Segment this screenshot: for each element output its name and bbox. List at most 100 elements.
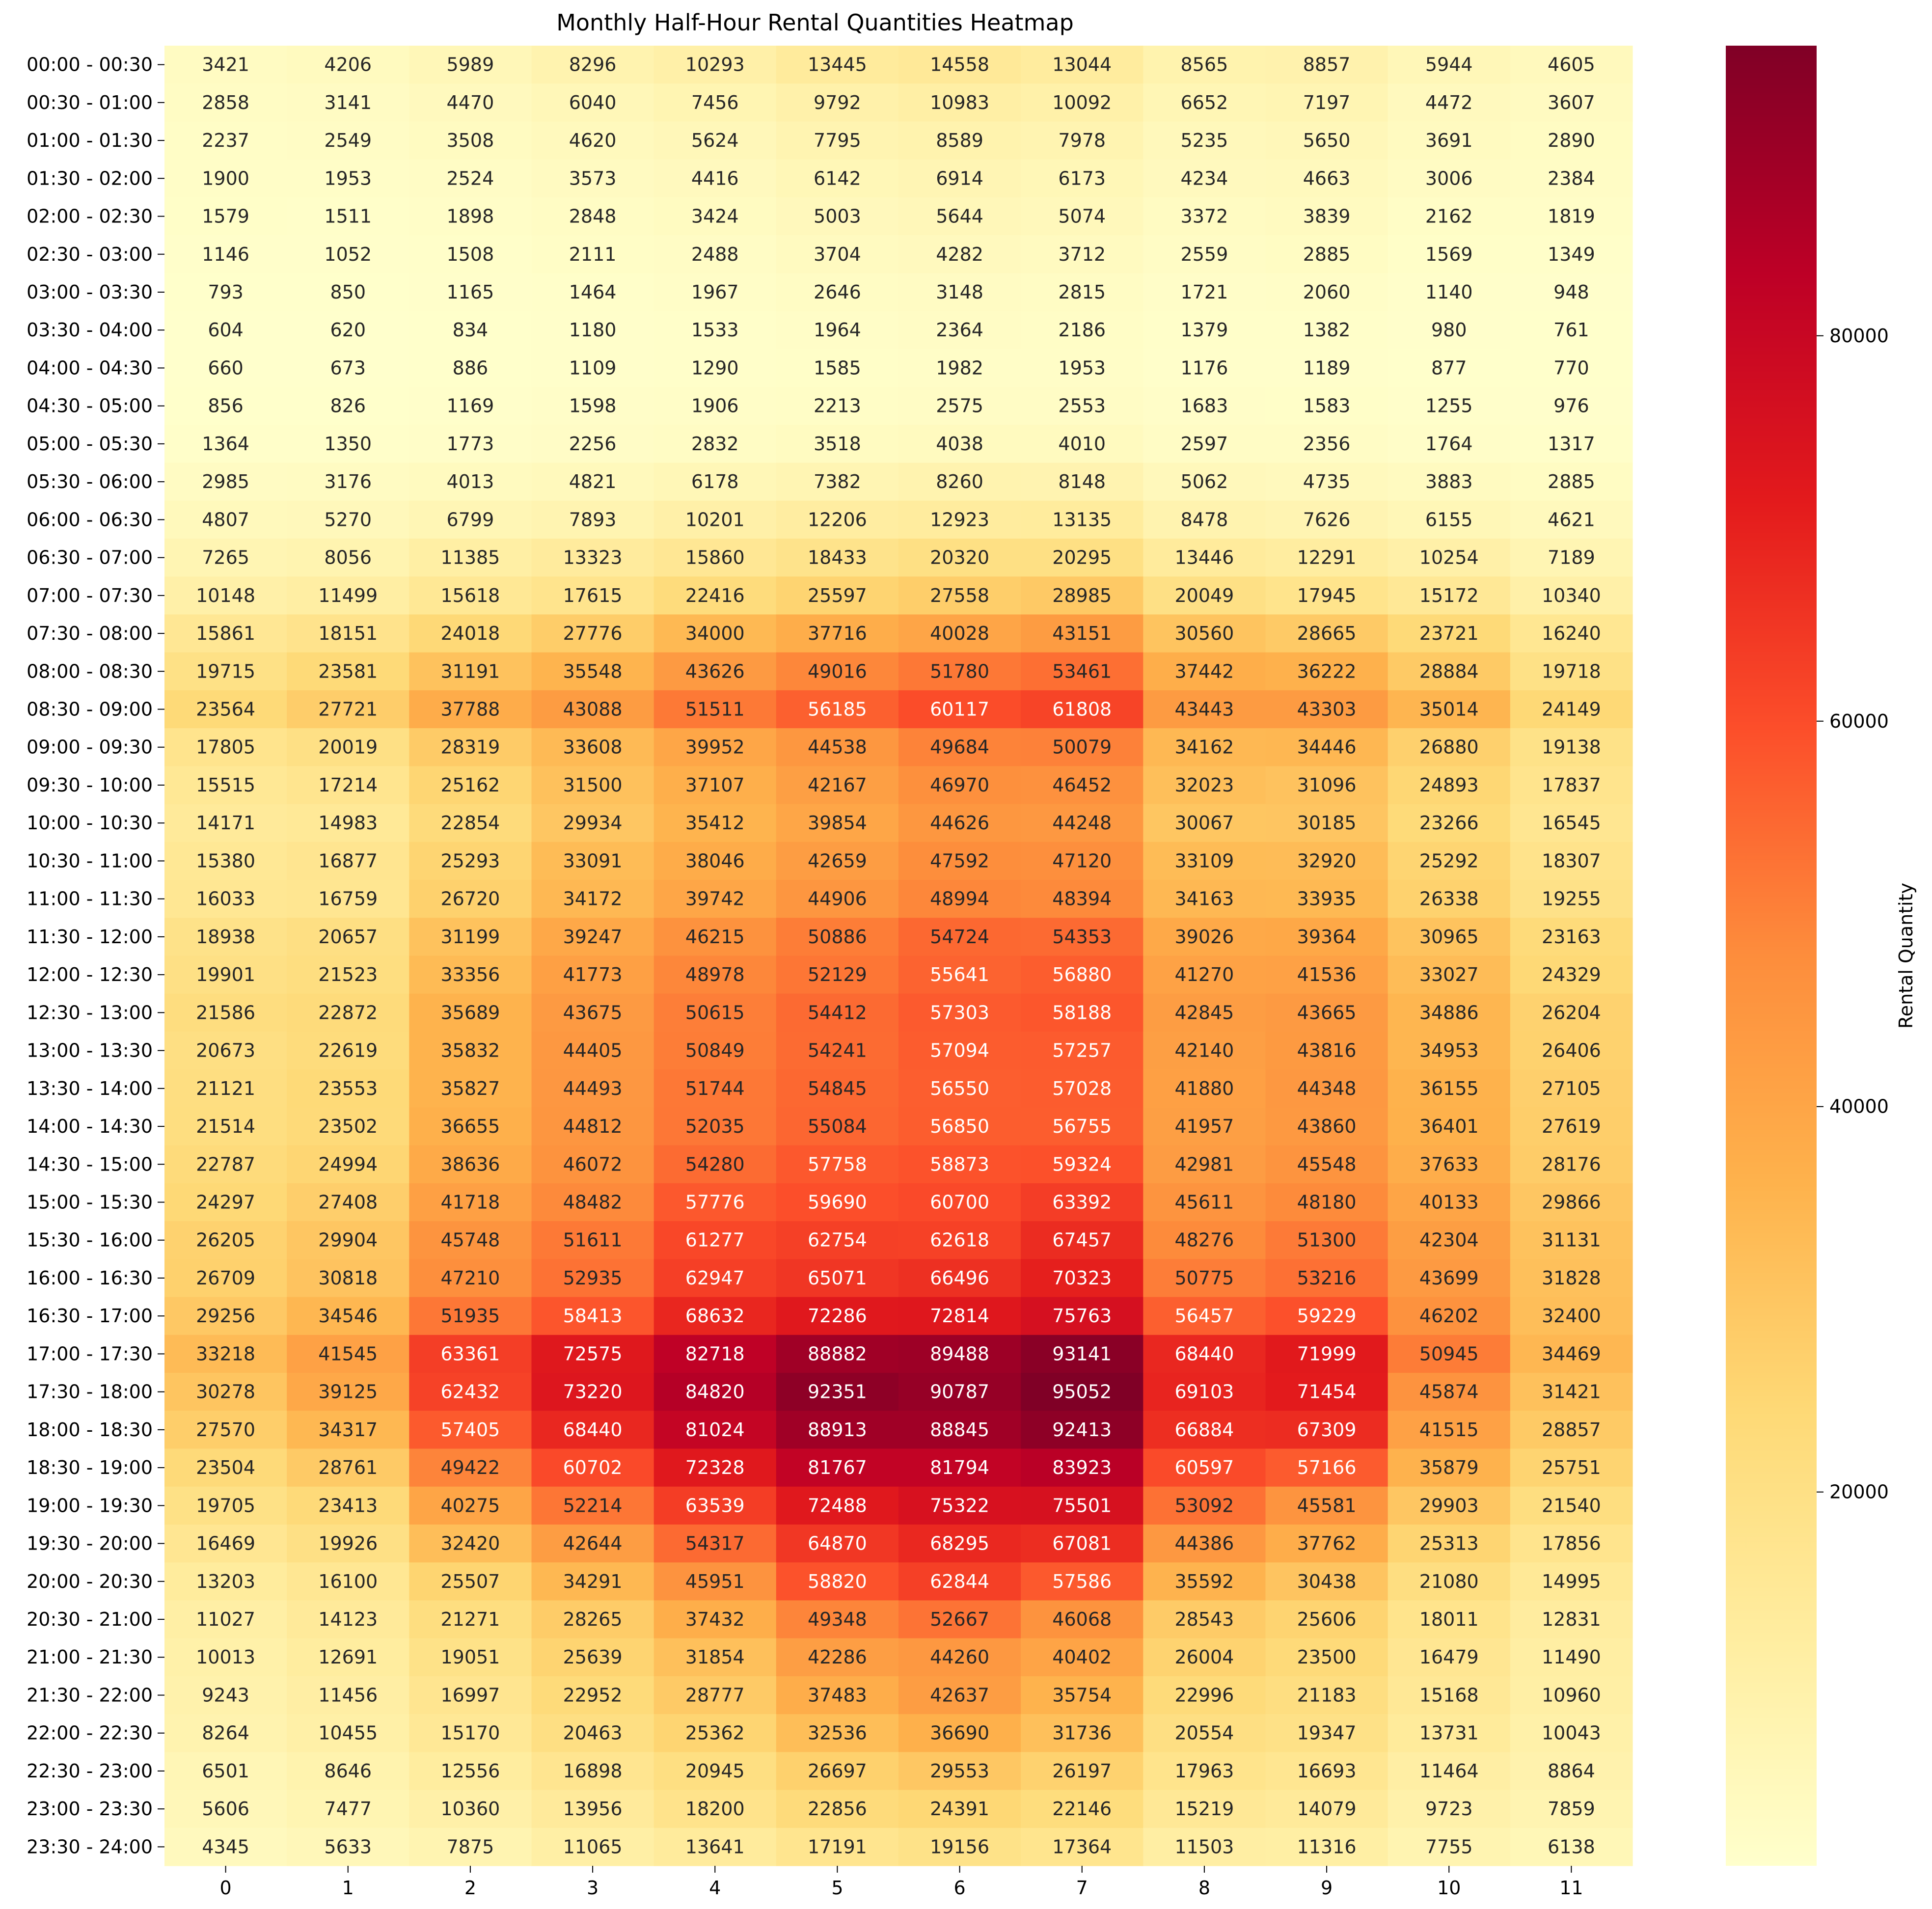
heatmap-cell [287, 1373, 409, 1411]
cell-value-label: 43675 [563, 1002, 623, 1023]
heatmap-cell [1265, 500, 1388, 539]
heatmap-cell-labels: 3421 4206 5989 8296 10293 13445 14558 13044 8565… [196, 54, 1601, 1858]
cell-value-label: 3712 [1058, 244, 1106, 265]
cell-value-label: 52035 [685, 1116, 745, 1137]
cell-value-label: 14123 [318, 1609, 378, 1630]
cell-value-label: 42304 [1419, 1229, 1479, 1251]
heatmap-cell [409, 235, 532, 273]
heatmap-cell [1388, 235, 1511, 273]
cell-value-label: 2985 [202, 471, 249, 492]
heatmap-cell [164, 842, 287, 880]
cell-value-label: 21540 [1542, 1495, 1601, 1516]
heatmap-cell [653, 804, 777, 843]
cell-value-label: 2553 [1058, 395, 1106, 417]
heatmap-cell [287, 83, 409, 122]
cell-value-label: 43088 [563, 699, 623, 720]
x-tick-label: 0 [219, 1877, 231, 1899]
cell-value-label: 41270 [1174, 964, 1234, 985]
cell-value-label: 4234 [1181, 167, 1228, 189]
heatmap-cell [1388, 46, 1511, 84]
heatmap-cell [409, 690, 532, 729]
heatmap-cell [1510, 1676, 1633, 1715]
cell-value-label: 11027 [196, 1609, 255, 1630]
cell-value-label: 37788 [440, 699, 500, 720]
heatmap-cell [1143, 197, 1266, 236]
cell-value-label: 41957 [1174, 1116, 1234, 1137]
y-tick-label: 14:00 - 14:30 [27, 1116, 153, 1137]
cell-value-label: 41545 [318, 1343, 378, 1364]
cell-value-label: 12206 [808, 509, 867, 530]
heatmap-cell [409, 1259, 532, 1298]
heatmap-cell [287, 235, 409, 273]
cell-value-label: 35689 [440, 1002, 500, 1023]
heatmap-cell [1021, 1259, 1143, 1298]
cell-value-label: 1379 [1181, 319, 1228, 341]
cell-value-label: 63539 [685, 1495, 745, 1516]
cell-value-label: 2815 [1058, 281, 1106, 303]
heatmap-cell [776, 1335, 899, 1373]
heatmap-cell [1388, 121, 1511, 160]
heatmap-cell [898, 311, 1021, 350]
heatmap-cell [1265, 766, 1388, 805]
heatmap-cell [776, 463, 899, 501]
heatmap-cell [898, 918, 1021, 956]
cell-value-label: 36222 [1297, 660, 1357, 682]
y-tick-label: 13:00 - 13:30 [27, 1040, 153, 1062]
heatmap-cell [1510, 1259, 1633, 1298]
heatmap-cell [1143, 1411, 1266, 1449]
y-tick-label: 04:30 - 05:00 [27, 395, 153, 417]
heatmap-cell [1510, 1752, 1633, 1791]
heatmap-cell [409, 1752, 532, 1791]
cell-value-label: 11503 [1174, 1836, 1234, 1857]
heatmap-cell [1265, 1373, 1388, 1411]
heatmap-cell [164, 500, 287, 539]
heatmap-cell [1510, 387, 1633, 425]
cell-value-label: 6138 [1548, 1836, 1595, 1857]
cell-value-label: 1165 [447, 281, 494, 303]
heatmap-cell [1510, 955, 1633, 994]
cell-value-label: 16479 [1419, 1646, 1479, 1668]
heatmap-cell [409, 538, 532, 577]
cell-value-label: 31828 [1542, 1267, 1601, 1289]
cell-value-label: 26880 [1419, 736, 1479, 758]
heatmap-cell [164, 1031, 287, 1070]
cell-value-label: 16240 [1542, 623, 1601, 644]
cell-value-label: 1953 [324, 167, 372, 189]
heatmap-cell [287, 1183, 409, 1222]
heatmap-cell [776, 918, 899, 956]
heatmap-cell [1143, 46, 1266, 84]
cell-value-label: 23553 [318, 1078, 378, 1099]
cell-value-label: 11456 [318, 1684, 378, 1706]
cell-value-label: 39026 [1174, 926, 1234, 948]
heatmap-cell [776, 425, 899, 464]
heatmap-cell [653, 121, 777, 160]
heatmap-cell [1143, 235, 1266, 273]
cell-value-label: 51300 [1297, 1229, 1357, 1251]
cell-value-label: 69103 [1174, 1381, 1234, 1403]
cell-value-label: 44348 [1297, 1078, 1357, 1099]
cell-value-label: 17805 [196, 736, 255, 758]
cell-value-label: 2364 [936, 319, 983, 341]
heatmap-cell [898, 1145, 1021, 1184]
cell-value-label: 1906 [691, 395, 739, 417]
heatmap-cell [287, 1221, 409, 1259]
cell-value-label: 770 [1553, 357, 1589, 379]
cell-value-label: 39125 [318, 1381, 378, 1403]
heatmap-cell [1021, 728, 1143, 766]
cell-value-label: 5944 [1425, 54, 1473, 76]
y-tick-label: 12:00 - 12:30 [27, 964, 153, 985]
heatmap-cell [1510, 273, 1633, 312]
cell-value-label: 22854 [440, 812, 500, 834]
heatmap-cell [1510, 1524, 1633, 1563]
heatmap-cell [653, 728, 777, 766]
heatmap-cell [1143, 918, 1266, 956]
cell-value-label: 2885 [1303, 244, 1351, 265]
cell-value-label: 21080 [1419, 1571, 1479, 1592]
cell-value-label: 3006 [1425, 167, 1473, 189]
heatmap-cell [164, 1373, 287, 1411]
cell-value-label: 27721 [318, 699, 378, 720]
cell-value-label: 41718 [440, 1191, 500, 1213]
heatmap-cell [287, 1259, 409, 1298]
heatmap-cell [287, 766, 409, 805]
heatmap-cell [164, 463, 287, 501]
